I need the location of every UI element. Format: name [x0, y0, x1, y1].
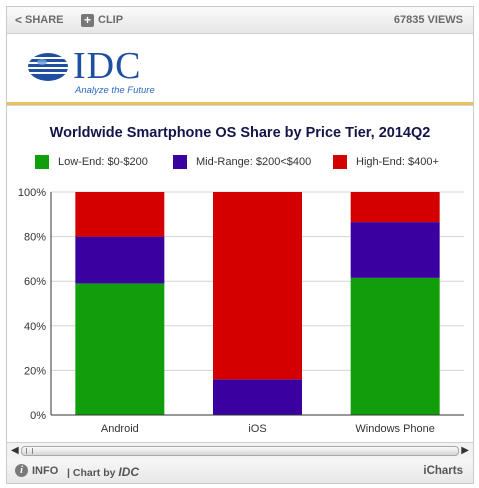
top-toolbar: < SHARE + CLIP 67835 VIEWS [7, 7, 473, 34]
legend-swatch-high [333, 155, 347, 169]
info-label: INFO [32, 464, 59, 477]
plus-icon: + [81, 13, 94, 27]
x-tick-label: Android [101, 423, 139, 435]
chart-by-prefix: | Chart by [67, 467, 116, 479]
bar-android-series-0 [75, 283, 165, 415]
legend-item-low[interactable]: Low-End: $0-$200 [35, 154, 148, 170]
scroll-left-icon[interactable]: ◀ [11, 445, 19, 456]
legend-label-mid: Mid-Range: $200<$400 [196, 156, 312, 168]
y-tick-label: 0% [30, 410, 46, 422]
bar-ios-series-1 [213, 379, 302, 415]
divider [7, 102, 473, 105]
chart-by-credit[interactable]: | Chart by IDC [67, 465, 139, 479]
x-tick-label: iOS [248, 423, 266, 435]
horizontal-scrollbar[interactable]: ◀ ▶ [7, 442, 473, 460]
x-tick-label: Windows Phone [355, 423, 435, 435]
chart-area: Worldwide Smartphone OS Share by Price T… [7, 106, 473, 442]
clip-label: CLIP [98, 14, 124, 26]
scroll-right-icon[interactable]: ▶ [461, 445, 469, 456]
y-tick-label: 60% [24, 276, 46, 288]
clip-button[interactable]: + CLIP [81, 13, 123, 27]
logo-text: IDC [73, 45, 142, 87]
share-label: SHARE [25, 14, 64, 26]
logo-banner: IDC Analyze the Future [7, 34, 473, 102]
y-tick-label: 20% [24, 365, 46, 377]
info-button[interactable]: i INFO [15, 464, 58, 477]
chart-title: Worldwide Smartphone OS Share by Price T… [49, 125, 431, 141]
bar-windows-phone-series-0 [350, 277, 440, 415]
grip-icon [26, 448, 33, 454]
legend-item-high[interactable]: High-End: $400+ [333, 154, 439, 170]
plot-area: 0% 20% 40% 60% 80% 100% Android iOS Windows Phon… [18, 187, 464, 435]
bar-android-series-1 [75, 236, 165, 284]
legend-item-mid[interactable]: Mid-Range: $200<$400 [173, 154, 311, 170]
bottom-bar: i INFO | Chart by IDC iCharts [7, 459, 473, 483]
bar-ios-series-2 [213, 192, 302, 380]
info-icon: i [15, 464, 28, 477]
chart-by-source: IDC [118, 465, 140, 479]
share-button[interactable]: < SHARE [15, 13, 64, 27]
bar-windows-phone-series-2 [350, 192, 440, 223]
y-tick-label: 80% [24, 232, 46, 244]
legend-label-high: High-End: $400+ [356, 156, 439, 168]
bar-windows-phone-series-1 [350, 222, 440, 278]
logo-tagline: Analyze the Future [75, 85, 155, 96]
views-count: 67835 VIEWS [393, 14, 463, 26]
icharts-brand-link[interactable]: iCharts [423, 465, 463, 477]
divider [7, 105, 473, 106]
idc-globe-icon [27, 53, 69, 81]
share-icon: < [15, 13, 23, 27]
legend-swatch-mid [173, 155, 187, 169]
legend-label-low: Low-End: $0-$200 [58, 156, 148, 168]
y-tick-label: 40% [24, 321, 46, 333]
y-tick-label: 100% [18, 187, 46, 199]
chart-widget: < SHARE + CLIP 67835 VIEWS IDC Analyze t… [6, 6, 474, 484]
legend-swatch-low [35, 155, 49, 169]
scroll-thumb[interactable] [21, 446, 459, 456]
bar-android-series-2 [75, 192, 165, 237]
